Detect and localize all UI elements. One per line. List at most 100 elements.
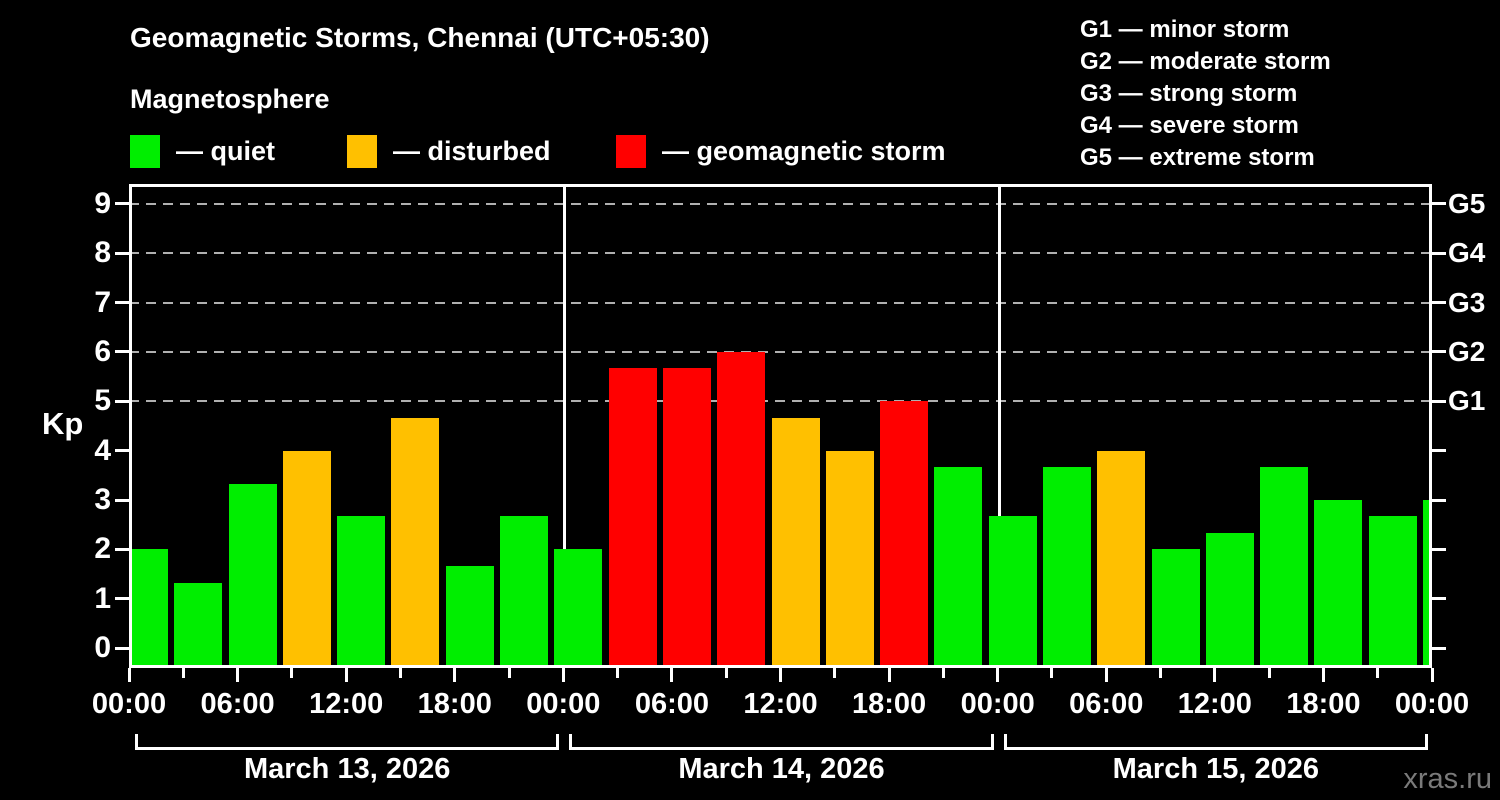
x-tick-label: 12:00 (743, 688, 818, 720)
day-separator (997, 184, 1001, 668)
x-tick-minor (724, 668, 728, 678)
y-tick-left (115, 399, 129, 403)
x-tick-minor (833, 668, 837, 678)
y-tick-right (1432, 498, 1446, 502)
y-tick-left (115, 547, 129, 551)
plot-inner (129, 184, 1432, 668)
g-scale-label: G1 (1448, 385, 1486, 417)
y-tick-left (115, 350, 129, 354)
g-scale-label: G2 (1448, 335, 1486, 367)
kp-bar (717, 351, 766, 668)
y-tick-left (115, 202, 129, 206)
kp-bar (1042, 467, 1091, 668)
date-bracket-end (1003, 734, 1007, 750)
x-tick-label: 00:00 (91, 688, 167, 720)
legend-label: — disturbed (393, 136, 551, 166)
kp-bar (1368, 516, 1417, 668)
date-bracket (569, 747, 994, 750)
x-tick-major (996, 668, 1000, 682)
kp-bar (391, 417, 440, 668)
y-tick-right (1432, 202, 1446, 206)
x-tick-minor (507, 668, 511, 678)
x-tick-minor (1050, 668, 1054, 678)
x-tick-major (344, 668, 348, 682)
date-bracket-end (135, 734, 138, 750)
date-label: March 14, 2026 (678, 753, 885, 785)
date-bracket-end (556, 734, 560, 750)
kp-bar (1260, 467, 1309, 668)
x-tick-major (236, 668, 240, 682)
y-tick-label: 3 (94, 483, 111, 517)
x-tick-label: 12:00 (1177, 688, 1252, 720)
x-tick-minor (181, 668, 185, 678)
kp-bar (1097, 450, 1146, 668)
g-scale-label: G5 (1448, 187, 1486, 219)
kp-bar (337, 516, 386, 668)
x-tick-major (127, 668, 131, 682)
x-tick-major (779, 668, 782, 682)
x-tick-label: 12:00 (309, 688, 384, 720)
kp-bar (771, 417, 820, 668)
quiet-swatch (130, 135, 160, 168)
legend-item: — geomagnetic storm (616, 135, 946, 168)
y-tick-left (115, 449, 129, 453)
chart-subtitle: Magnetosphere (130, 84, 330, 114)
y-tick-right (1432, 251, 1446, 255)
y-axis-title: Kp (42, 406, 84, 441)
date-label: March 15, 2026 (1112, 753, 1320, 785)
x-tick-minor (616, 668, 620, 678)
x-tick-label: 18:00 (1286, 688, 1361, 720)
x-tick-major (561, 668, 565, 682)
x-tick-minor (290, 668, 294, 678)
y-tick-left (115, 251, 129, 255)
kp-bar (282, 450, 331, 668)
kp-bar (662, 368, 711, 668)
x-tick-label: 00:00 (960, 688, 1035, 720)
day-separator (563, 184, 567, 668)
storm-swatch (616, 135, 646, 168)
y-tick-label: 8 (94, 236, 111, 270)
y-tick-left (115, 301, 129, 305)
kp-bar (1205, 533, 1254, 668)
y-tick-right (1432, 646, 1446, 650)
x-tick-minor (398, 668, 402, 678)
y-tick-right (1432, 350, 1446, 354)
kp-gridline (129, 301, 1432, 304)
kp-gridline (129, 202, 1432, 205)
g-scale-legend: G1 — minor storm G2 — moderate storm G3 — … (1080, 14, 1331, 174)
x-tick-minor (1159, 668, 1163, 678)
x-tick-major (670, 668, 674, 682)
x-tick-minor (1376, 668, 1380, 678)
x-tick-label: 18:00 (417, 688, 492, 720)
kp-bar (1314, 500, 1363, 668)
y-tick-label: 4 (94, 433, 111, 467)
x-tick-major (887, 668, 891, 682)
watermark: xras.ru (1403, 763, 1492, 795)
y-tick-label: 9 (94, 186, 111, 220)
g-legend-line: G4 — severe storm (1080, 112, 1299, 139)
x-tick-minor (941, 668, 945, 678)
kp-bar (554, 549, 603, 668)
g-legend-line: G5 — extreme storm (1080, 144, 1315, 171)
x-tick-label: 18:00 (851, 688, 927, 720)
y-tick-right (1432, 597, 1446, 601)
kp-bar (608, 368, 657, 668)
date-bracket (1003, 747, 1428, 750)
date-bracket-end (569, 734, 573, 750)
legend-item: — disturbed (347, 135, 551, 168)
y-tick-left (115, 498, 129, 502)
y-tick-label: 1 (94, 581, 111, 615)
g-scale-label: G3 (1448, 286, 1486, 318)
plot-area (129, 184, 1432, 668)
legend-item: — quiet (130, 135, 275, 168)
g-legend-line: G1 — minor storm (1080, 16, 1290, 43)
y-tick-label: 2 (94, 532, 111, 566)
kp-gridline (129, 252, 1432, 255)
date-bracket-end (1425, 734, 1428, 750)
x-tick-major (1430, 668, 1434, 682)
kp-bar (445, 565, 494, 668)
x-tick-label: 06:00 (200, 688, 275, 720)
x-tick-major (453, 668, 457, 682)
kp-gridline (129, 350, 1432, 353)
y-tick-label: 6 (94, 334, 111, 368)
